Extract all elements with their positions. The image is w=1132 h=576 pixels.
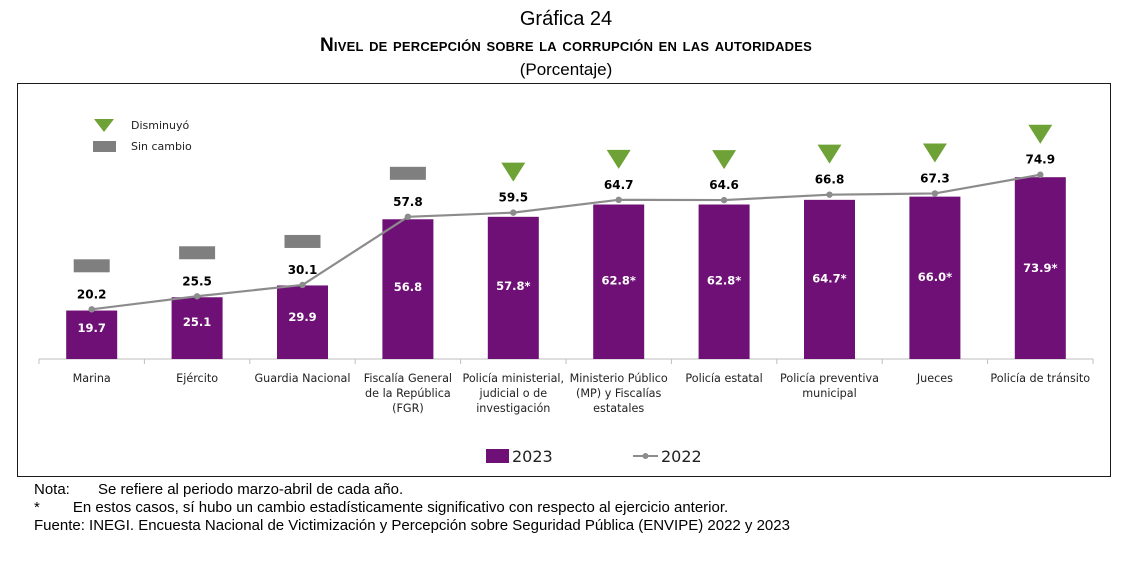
category-label-line: Guardia Nacional bbox=[254, 372, 350, 385]
legend-2023-swatch bbox=[486, 449, 509, 463]
line-2022-point bbox=[720, 196, 728, 204]
bar-2023 bbox=[593, 204, 645, 359]
category-label-line: Policía preventiva bbox=[780, 372, 879, 385]
bar-value-label: 73.9* bbox=[1023, 261, 1057, 275]
line-2022-point bbox=[615, 196, 622, 204]
no-change-marker bbox=[389, 166, 426, 180]
category-label-line: (MP) y Fiscalías bbox=[576, 387, 661, 400]
note-line: Nota: Se refiere al periodo marzo-abril d… bbox=[34, 481, 403, 499]
bar-value-label: 56.8 bbox=[394, 280, 422, 294]
decrease-marker bbox=[712, 150, 737, 170]
category-label: Ejército bbox=[176, 372, 218, 385]
category-label-line: Ministerio Público bbox=[570, 372, 668, 385]
bar-2023 bbox=[277, 285, 328, 359]
category-label: Fiscalía General de la República (FGR) bbox=[364, 372, 452, 415]
decrease-marker bbox=[922, 143, 947, 163]
chart-canvas: 19.7 25.1 29.9 56.8 57.8* 62.8* 62.8* 64.7* 66.0… bbox=[38, 119, 1094, 466]
note-text: Se refiere al periodo marzo-abril de cad… bbox=[98, 481, 404, 498]
line-2022-point bbox=[404, 213, 412, 221]
legend-decrease-label: Disminuyó bbox=[131, 119, 189, 132]
decrease-marker bbox=[606, 149, 631, 169]
significance-note: * En estos casos, sí hubo un cambio estad… bbox=[34, 499, 728, 517]
category-label: Marina bbox=[73, 372, 111, 385]
line-value-label: 57.8 bbox=[393, 195, 423, 209]
category-label-line: Policía ministerial, bbox=[462, 372, 564, 385]
line-2022-point bbox=[88, 306, 95, 313]
line-2022-point bbox=[1037, 171, 1044, 178]
category-label-line: (FGR) bbox=[392, 402, 424, 415]
bar-2023 bbox=[171, 297, 223, 359]
category-label-line: Ejército bbox=[176, 372, 218, 385]
category-label-line: Policía de tránsito bbox=[990, 372, 1090, 385]
category-label: Policía ministerial, judicial o de investi… bbox=[462, 372, 564, 415]
bar-2023 bbox=[909, 196, 961, 359]
decrease-marker bbox=[501, 162, 526, 182]
no-change-marker bbox=[284, 234, 321, 248]
bar-value-label: 25.1 bbox=[183, 315, 211, 329]
bar-2023 bbox=[1014, 177, 1066, 359]
decrease-marker bbox=[1028, 124, 1053, 144]
legend-2022-label: 2022 bbox=[661, 447, 702, 466]
line-value-label: 59.5 bbox=[498, 191, 528, 205]
bar-2023 bbox=[382, 219, 434, 359]
bar-2023 bbox=[66, 310, 118, 359]
bar-2023 bbox=[698, 204, 750, 359]
no-change-marker bbox=[179, 246, 216, 260]
decrease-marker bbox=[817, 144, 842, 164]
bar-2023 bbox=[804, 199, 855, 359]
significance-key: * bbox=[34, 499, 40, 516]
source-note: Fuente: INEGI. Encuesta Nacional de Vict… bbox=[34, 517, 790, 534]
category-label-line: estatales bbox=[593, 402, 644, 415]
category-label-line: de la República bbox=[365, 387, 451, 400]
bar-value-label: 64.7* bbox=[812, 271, 846, 285]
bar-value-label: 29.9 bbox=[288, 310, 316, 324]
line-value-label: 64.7 bbox=[604, 178, 634, 192]
legend-no-change-icon bbox=[93, 141, 116, 152]
category-label: Jueces bbox=[916, 372, 953, 385]
category-label-line: municipal bbox=[802, 387, 857, 400]
bar-value-label: 62.8* bbox=[602, 273, 636, 287]
legend-no-change-label: Sin cambio bbox=[131, 140, 192, 153]
line-value-label: 67.3 bbox=[920, 171, 950, 185]
legend-2022-point bbox=[642, 453, 649, 459]
category-label-line: Policía estatal bbox=[685, 372, 762, 385]
bar-value-label: 57.8* bbox=[496, 279, 530, 293]
line-value-label: 74.9 bbox=[1025, 153, 1055, 167]
line-2022 bbox=[91, 173, 1041, 311]
line-value-label: 66.8 bbox=[815, 173, 845, 187]
legend-2023-label: 2023 bbox=[512, 447, 553, 466]
chart-frame bbox=[17, 83, 1111, 477]
line-2022-point bbox=[826, 191, 833, 198]
legend-decrease-icon bbox=[94, 119, 114, 132]
significance-text: En estos casos, sí hubo un cambio estadí… bbox=[72, 499, 729, 516]
category-label-line: investigación bbox=[476, 402, 550, 415]
category-label: Policía preventiva municipal bbox=[780, 372, 879, 400]
category-label: Guardia Nacional bbox=[254, 372, 350, 385]
note-key: Nota: bbox=[34, 481, 70, 498]
chart-title: Nivel de percepción sobre la corrupción … bbox=[319, 35, 813, 56]
line-value-label: 64.6 bbox=[709, 178, 739, 192]
line-2022-point bbox=[931, 190, 939, 197]
line-2022-point bbox=[193, 293, 201, 300]
line-value-label: 30.1 bbox=[288, 263, 318, 277]
no-change-marker bbox=[73, 259, 110, 273]
line-2022-point bbox=[299, 281, 306, 289]
chart-subtitle: (Porcentaje) bbox=[519, 60, 613, 79]
chart-number: Gráfica 24 bbox=[519, 8, 613, 30]
category-label-line: Marina bbox=[73, 372, 111, 385]
bar-value-label: 62.8* bbox=[707, 273, 741, 287]
bar-2023 bbox=[487, 216, 539, 359]
category-label-line: Jueces bbox=[916, 372, 953, 385]
bar-value-label: 66.0* bbox=[918, 270, 952, 284]
line-value-label: 20.2 bbox=[77, 287, 107, 301]
category-label: Policía estatal bbox=[685, 372, 762, 385]
bar-value-label: 19.7 bbox=[78, 321, 106, 335]
line-value-label: 25.5 bbox=[182, 274, 212, 288]
line-2022-point bbox=[510, 209, 517, 216]
category-label-line: Fiscalía General bbox=[364, 372, 452, 385]
category-label: Policía de tránsito bbox=[990, 372, 1090, 385]
category-label-line: judicial o de bbox=[479, 387, 548, 400]
category-label: Ministerio Público (MP) y Fiscalías estata… bbox=[570, 372, 668, 415]
